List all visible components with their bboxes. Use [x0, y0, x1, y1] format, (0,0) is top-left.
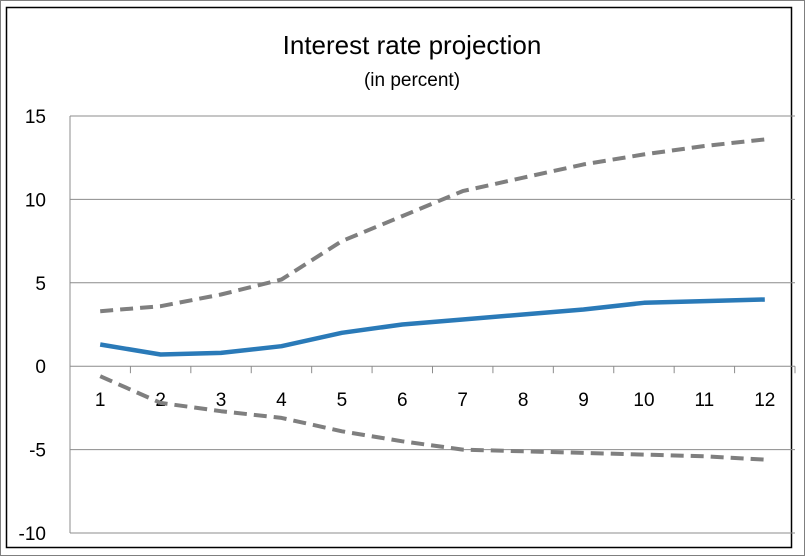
y-tick-label: 5: [35, 274, 46, 295]
chart-title: Interest rate projection: [283, 30, 542, 60]
x-tick-label: 4: [276, 390, 287, 411]
series-line-1: [99, 297, 765, 357]
y-tick-label: -5: [29, 441, 46, 462]
x-tick-label: 8: [518, 390, 529, 411]
x-tick-label: 12: [754, 390, 775, 411]
x-tick-label: 7: [457, 390, 468, 411]
series-line-3: [99, 374, 765, 462]
x-tick-label: 9: [578, 390, 589, 411]
y-tick-label: 15: [25, 107, 46, 128]
x-tick-label: 1: [95, 390, 106, 411]
x-tick-label: 11: [695, 390, 715, 411]
y-tick-label: 10: [25, 190, 46, 211]
x-tick-label: 2: [155, 390, 166, 411]
series-line-2: [100, 137, 766, 314]
y-tick-label: 0: [35, 357, 46, 378]
y-tick-label: -10: [19, 524, 46, 545]
x-tick-label: 6: [397, 390, 408, 411]
chart-area-border: [5, 6, 793, 549]
x-tick-label: 5: [337, 390, 348, 411]
chart-subtitle: (in percent): [364, 70, 460, 91]
x-tick-label: 3: [216, 390, 227, 411]
x-tick-label: 10: [633, 390, 654, 411]
